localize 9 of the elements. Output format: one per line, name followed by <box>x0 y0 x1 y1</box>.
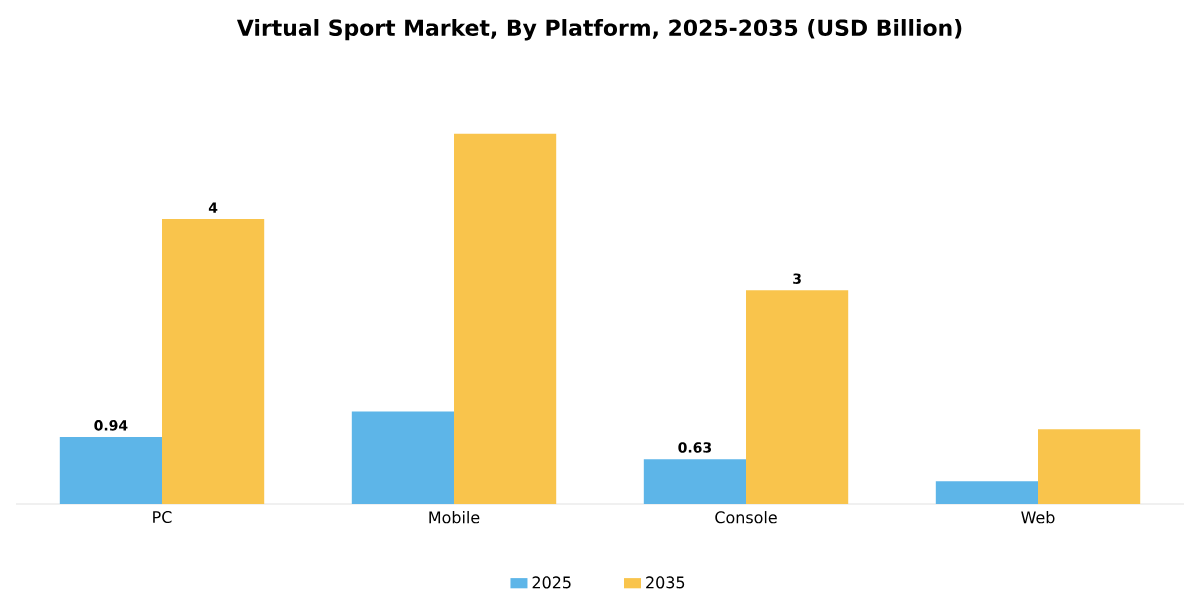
bar <box>935 481 1039 504</box>
chart-title: Virtual Sport Market, By Platform, 2025-2035 (USD Billion) <box>236 19 962 41</box>
bar <box>454 133 557 504</box>
bar <box>643 459 747 504</box>
bar <box>351 411 455 504</box>
bar <box>1038 429 1141 504</box>
bar <box>59 437 162 504</box>
bar <box>162 219 265 504</box>
bar <box>746 290 849 504</box>
